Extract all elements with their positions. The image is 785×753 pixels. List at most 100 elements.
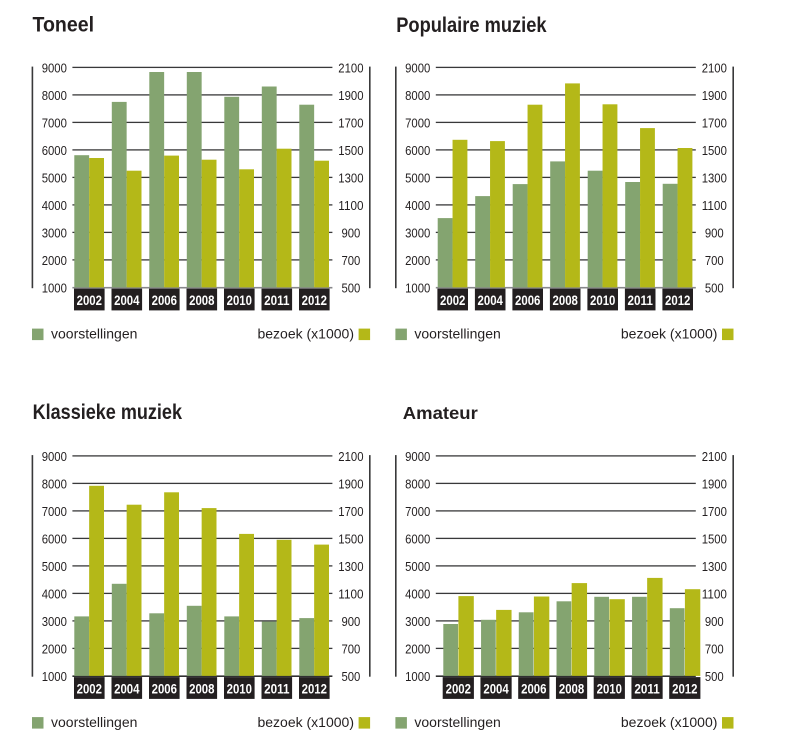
- svg-text:1100: 1100: [702, 198, 727, 213]
- svg-text:voorstellingen: voorstellingen: [51, 714, 137, 730]
- svg-text:2004: 2004: [478, 293, 504, 308]
- svg-text:7000: 7000: [42, 504, 67, 519]
- svg-text:1000: 1000: [405, 669, 430, 684]
- svg-text:2000: 2000: [42, 641, 67, 656]
- svg-text:1700: 1700: [338, 504, 363, 519]
- svg-text:700: 700: [705, 641, 724, 656]
- svg-text:2100: 2100: [338, 449, 363, 464]
- svg-text:bezoek (x1000): bezoek (x1000): [621, 325, 718, 341]
- svg-text:bezoek (x1000): bezoek (x1000): [257, 714, 354, 730]
- svg-text:7000: 7000: [42, 115, 67, 130]
- svg-text:1900: 1900: [702, 476, 727, 491]
- svg-text:1300: 1300: [338, 559, 363, 574]
- svg-text:Populaire muziek: Populaire muziek: [396, 13, 546, 37]
- svg-text:9000: 9000: [42, 449, 67, 464]
- svg-text:voorstellingen: voorstellingen: [414, 714, 500, 730]
- svg-text:1300: 1300: [702, 559, 727, 574]
- svg-text:2000: 2000: [405, 641, 430, 656]
- svg-text:8000: 8000: [405, 476, 430, 491]
- svg-text:2011: 2011: [628, 293, 654, 308]
- svg-text:1900: 1900: [338, 476, 363, 491]
- svg-text:2000: 2000: [405, 253, 430, 268]
- svg-text:8000: 8000: [405, 88, 430, 103]
- svg-text:1700: 1700: [702, 504, 727, 519]
- svg-text:3000: 3000: [42, 225, 67, 240]
- svg-text:700: 700: [341, 641, 360, 656]
- svg-text:2006: 2006: [521, 682, 547, 697]
- svg-text:1500: 1500: [702, 143, 727, 158]
- svg-text:6000: 6000: [405, 531, 430, 546]
- svg-text:2100: 2100: [702, 449, 727, 464]
- svg-text:2002: 2002: [440, 293, 466, 308]
- svg-text:900: 900: [705, 225, 724, 240]
- svg-text:1700: 1700: [338, 115, 363, 130]
- svg-text:2008: 2008: [553, 293, 579, 308]
- svg-text:Toneel: Toneel: [33, 13, 95, 37]
- svg-text:700: 700: [705, 253, 724, 268]
- svg-text:2002: 2002: [446, 682, 472, 697]
- svg-text:3000: 3000: [42, 614, 67, 629]
- svg-text:voorstellingen: voorstellingen: [51, 325, 137, 341]
- svg-text:2008: 2008: [189, 682, 215, 697]
- svg-text:2006: 2006: [152, 293, 178, 308]
- svg-text:1000: 1000: [42, 669, 67, 684]
- svg-text:1500: 1500: [702, 531, 727, 546]
- svg-text:2004: 2004: [114, 293, 140, 308]
- svg-text:6000: 6000: [405, 143, 430, 158]
- svg-text:1100: 1100: [702, 586, 727, 601]
- svg-text:1100: 1100: [338, 586, 363, 601]
- svg-text:3000: 3000: [405, 225, 430, 240]
- svg-text:bezoek (x1000): bezoek (x1000): [621, 714, 718, 730]
- svg-text:voorstellingen: voorstellingen: [414, 325, 500, 341]
- svg-text:9000: 9000: [405, 449, 430, 464]
- svg-text:2004: 2004: [483, 682, 509, 697]
- svg-text:2004: 2004: [114, 682, 140, 697]
- svg-text:6000: 6000: [42, 143, 67, 158]
- svg-text:2011: 2011: [264, 293, 290, 308]
- svg-text:1100: 1100: [338, 198, 363, 213]
- svg-text:1300: 1300: [702, 170, 727, 185]
- svg-text:500: 500: [705, 669, 724, 684]
- svg-text:1000: 1000: [405, 280, 430, 295]
- svg-text:2002: 2002: [77, 682, 103, 697]
- svg-text:4000: 4000: [405, 198, 430, 213]
- svg-text:8000: 8000: [42, 88, 67, 103]
- svg-text:500: 500: [705, 280, 724, 295]
- svg-text:6000: 6000: [42, 531, 67, 546]
- svg-text:2011: 2011: [634, 682, 660, 697]
- svg-text:2010: 2010: [590, 293, 615, 308]
- svg-text:700: 700: [341, 253, 360, 268]
- svg-text:2012: 2012: [302, 682, 328, 697]
- svg-text:5000: 5000: [405, 559, 430, 574]
- svg-text:4000: 4000: [405, 586, 430, 601]
- svg-text:bezoek (x1000): bezoek (x1000): [257, 325, 354, 341]
- svg-text:9000: 9000: [42, 60, 67, 75]
- svg-text:2010: 2010: [227, 682, 252, 697]
- svg-text:2010: 2010: [597, 682, 622, 697]
- svg-text:2010: 2010: [227, 293, 252, 308]
- svg-text:2006: 2006: [152, 682, 178, 697]
- svg-text:4000: 4000: [42, 198, 67, 213]
- svg-text:3000: 3000: [405, 614, 430, 629]
- svg-text:1900: 1900: [338, 88, 363, 103]
- svg-text:2006: 2006: [515, 293, 541, 308]
- svg-text:7000: 7000: [405, 115, 430, 130]
- svg-text:900: 900: [341, 225, 360, 240]
- svg-text:900: 900: [341, 614, 360, 629]
- svg-text:2100: 2100: [338, 60, 363, 75]
- svg-text:Klassieke muziek: Klassieke muziek: [33, 400, 182, 424]
- svg-text:500: 500: [341, 669, 360, 684]
- svg-text:500: 500: [341, 280, 360, 295]
- svg-text:1500: 1500: [338, 143, 363, 158]
- svg-text:1300: 1300: [338, 170, 363, 185]
- svg-text:2008: 2008: [559, 682, 585, 697]
- svg-text:2000: 2000: [42, 253, 67, 268]
- svg-text:900: 900: [705, 614, 724, 629]
- svg-text:5000: 5000: [405, 170, 430, 185]
- svg-text:1900: 1900: [702, 88, 727, 103]
- svg-text:4000: 4000: [42, 586, 67, 601]
- svg-text:9000: 9000: [405, 60, 430, 75]
- svg-text:2012: 2012: [672, 682, 698, 697]
- svg-text:2008: 2008: [189, 293, 215, 308]
- svg-text:2002: 2002: [77, 293, 103, 308]
